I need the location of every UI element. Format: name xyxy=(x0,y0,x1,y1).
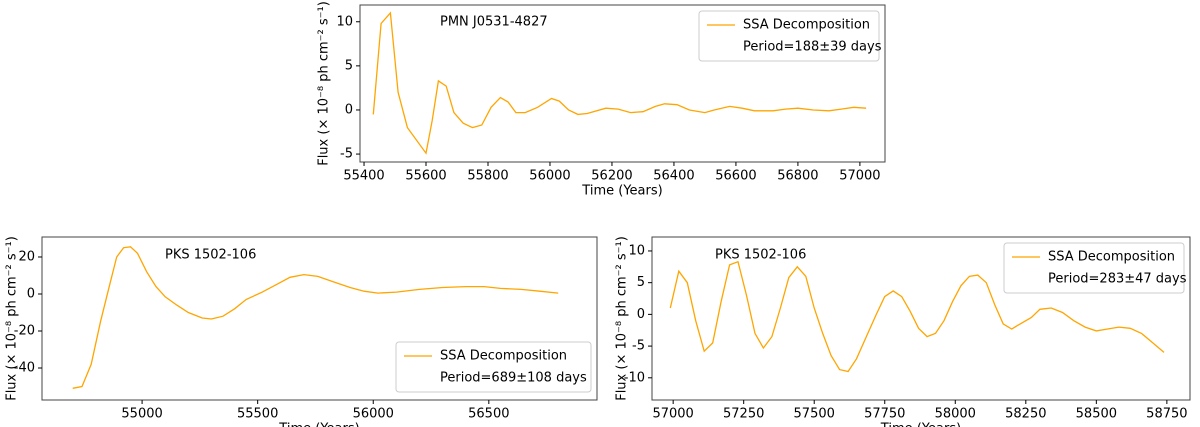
x-tick-label: 56000 xyxy=(529,169,570,184)
subplot: 55400 55600 55800 56000 56200 56400 56600 56800… xyxy=(317,1,886,199)
x-tick-label: 55500 xyxy=(237,407,278,422)
source-name: PKS 1502-106 xyxy=(165,248,256,263)
x-tick-label: 57250 xyxy=(723,407,764,422)
x-tick-label: 55800 xyxy=(467,169,508,184)
y-axis-label: Flux (× 10⁻⁸ ph cm⁻² s⁻¹) xyxy=(615,236,630,401)
x-axis-label: Time (Years) xyxy=(880,422,961,427)
x-axis-label: Time (Years) xyxy=(278,422,359,427)
legend: SSA Decomposition Period=283±47 days xyxy=(1003,242,1187,294)
source-name: PMN J0531-4827 xyxy=(440,15,548,30)
y-tick-label: -5 xyxy=(340,147,353,162)
plot-frame xyxy=(359,4,886,163)
x-tick-label: 57750 xyxy=(864,407,905,422)
legend-label: SSA Decomposition xyxy=(440,349,567,364)
x-tick-label: 57000 xyxy=(839,169,880,184)
x-tick-label: 58000 xyxy=(935,407,976,422)
x-tick-label: 57000 xyxy=(652,407,693,422)
data-line xyxy=(372,11,867,155)
x-tick-label: 56200 xyxy=(591,169,632,184)
legend-label: SSA Decomposition xyxy=(1048,250,1175,265)
legend: SSA Decomposition Period=689±108 days xyxy=(395,341,592,393)
y-tick-label: -40 xyxy=(14,360,35,375)
x-tick-label: 56400 xyxy=(653,169,694,184)
legend-note: Period=283±47 days xyxy=(1048,272,1187,287)
y-tick-label: 10 xyxy=(628,243,645,258)
subplot: 55000 55500 56000 56500 -40 -20 0 20 Time (Years… xyxy=(5,236,598,427)
x-tick-label: 55400 xyxy=(343,169,384,184)
plot-frame xyxy=(41,236,598,401)
legend: SSA Decomposition Period=188±39 days xyxy=(698,10,882,62)
x-tick-label: 56500 xyxy=(468,407,509,422)
y-tick-label: -5 xyxy=(632,339,645,354)
subplot: 57000 57250 57500 57750 58000 58250 58500 58750… xyxy=(615,236,1191,427)
x-axis-label: Time (Years) xyxy=(581,184,662,199)
legend-label: SSA Decomposition xyxy=(743,18,870,33)
x-tick-label: 57500 xyxy=(794,407,835,422)
x-tick-label: 56800 xyxy=(777,169,818,184)
legend-box xyxy=(698,10,880,62)
y-tick-label: 0 xyxy=(637,307,645,322)
legend-box xyxy=(395,341,592,393)
y-tick-label: 10 xyxy=(336,14,353,29)
x-tick-label: 56600 xyxy=(715,169,756,184)
y-tick-label: 0 xyxy=(345,102,353,117)
x-tick-label: 58750 xyxy=(1146,407,1187,422)
x-tick-label: 56000 xyxy=(353,407,394,422)
legend-note: Period=188±39 days xyxy=(743,40,882,55)
y-tick-label: 5 xyxy=(345,58,353,73)
plot-frame xyxy=(651,236,1191,401)
y-tick-label: -10 xyxy=(624,370,645,385)
x-tick-label: 55000 xyxy=(121,407,162,422)
y-axis-label: Flux (× 10⁻⁸ ph cm⁻² s⁻¹) xyxy=(317,1,332,166)
y-tick-label: 5 xyxy=(637,275,645,290)
x-tick-label: 58250 xyxy=(1005,407,1046,422)
legend-box xyxy=(1003,242,1185,294)
x-tick-label: 55600 xyxy=(405,169,446,184)
y-tick-label: 20 xyxy=(18,249,35,264)
data-line xyxy=(72,246,559,389)
data-line xyxy=(669,260,1165,373)
source-name: PKS 1502-106 xyxy=(715,248,806,263)
x-tick-label: 58500 xyxy=(1076,407,1117,422)
legend-note: Period=689±108 days xyxy=(440,371,587,386)
y-tick-label: -20 xyxy=(14,323,35,338)
y-axis-label: Flux (× 10⁻⁸ ph cm⁻² s⁻¹) xyxy=(5,236,20,401)
y-tick-label: 0 xyxy=(27,286,35,301)
